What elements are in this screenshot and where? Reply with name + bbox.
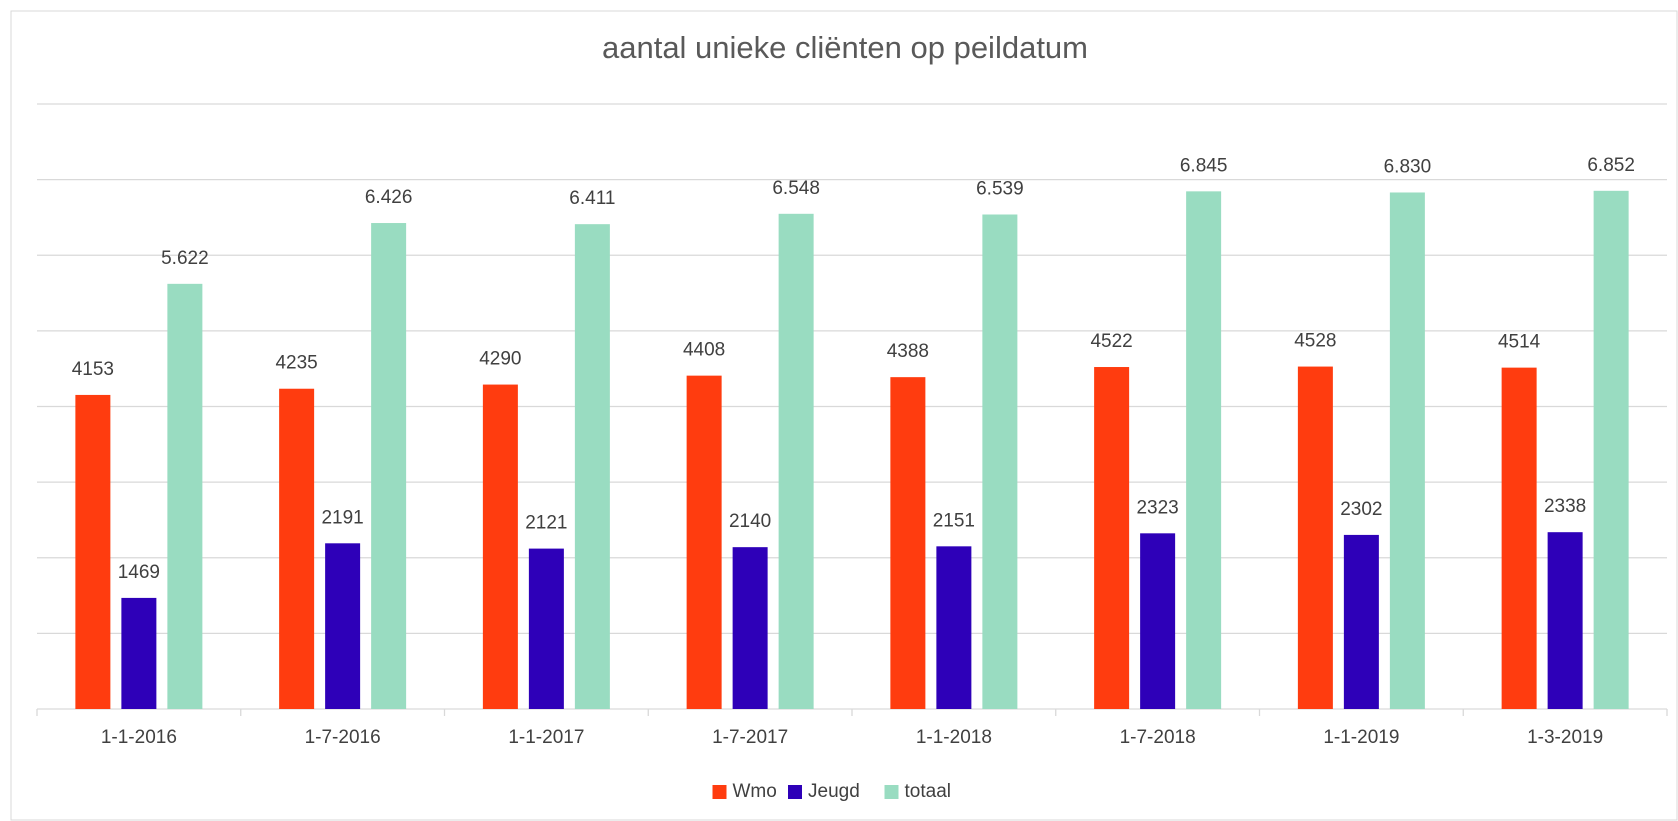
data-label: 4290 — [479, 349, 521, 370]
bar — [1186, 191, 1222, 710]
bar — [732, 547, 768, 709]
data-label: 2323 — [1136, 497, 1178, 518]
data-label: 6.411 — [569, 188, 615, 209]
data-label: 5.622 — [161, 248, 209, 269]
data-label: 2151 — [933, 510, 975, 531]
bar — [890, 377, 926, 709]
bar — [121, 597, 157, 709]
data-label: 6.830 — [1384, 156, 1432, 177]
data-label: 4522 — [1090, 331, 1132, 352]
data-label: 2140 — [729, 511, 771, 532]
bar — [1343, 534, 1379, 709]
data-label: 2121 — [525, 513, 567, 534]
x-tick-label: 1-1-2019 — [1323, 727, 1399, 748]
bar — [325, 543, 361, 709]
data-label: 2338 — [1544, 496, 1586, 517]
data-label: 2302 — [1340, 499, 1382, 520]
data-label: 6.548 — [772, 178, 820, 199]
legend-swatch — [788, 785, 802, 799]
x-tick-label: 1-1-2016 — [101, 727, 177, 748]
data-label: 6.426 — [365, 187, 413, 208]
chart-border — [10, 10, 1678, 821]
bar — [482, 384, 518, 709]
bar — [1547, 532, 1583, 709]
legend-swatch — [884, 785, 899, 799]
x-tick-label: 1-1-2017 — [508, 727, 584, 748]
x-tick-label: 1-3-2019 — [1527, 727, 1603, 748]
x-tick-label: 1-7-2017 — [712, 727, 788, 748]
data-label: 4235 — [275, 353, 317, 374]
bar — [1389, 192, 1425, 709]
chart-title: aantal unieke cliënten op peildatum — [602, 30, 1088, 65]
x-tick-label: 1-7-2018 — [1120, 727, 1196, 748]
data-label: 4388 — [887, 341, 929, 362]
bar — [982, 214, 1018, 709]
bar — [1593, 190, 1629, 709]
data-label: 4514 — [1498, 332, 1541, 353]
legend-label: Wmo — [733, 781, 777, 802]
data-label: 4408 — [683, 340, 725, 361]
legend-label: totaal — [905, 781, 951, 802]
x-tick-label: 1-1-2018 — [916, 727, 992, 748]
bar — [936, 546, 972, 709]
bar — [167, 283, 203, 709]
bar — [1140, 533, 1176, 709]
data-label: 6.852 — [1587, 155, 1635, 176]
bar — [75, 394, 111, 709]
bar — [371, 223, 407, 709]
legend-swatch — [712, 785, 727, 799]
data-label: 2191 — [321, 507, 363, 528]
data-label: 4153 — [72, 359, 114, 380]
data-label: 1469 — [118, 562, 160, 583]
bar — [574, 224, 610, 709]
legend-label: Jeugd — [808, 781, 860, 802]
bar — [1297, 366, 1333, 709]
bar — [1501, 367, 1537, 709]
x-tick-label: 1-7-2016 — [305, 727, 381, 748]
bar — [778, 213, 814, 709]
data-label: 6.845 — [1180, 155, 1228, 176]
bar — [1094, 367, 1130, 709]
bar — [686, 375, 722, 709]
data-label: 4528 — [1294, 331, 1336, 352]
bar — [528, 548, 564, 709]
bar — [279, 388, 315, 709]
data-label: 6.539 — [976, 179, 1024, 200]
